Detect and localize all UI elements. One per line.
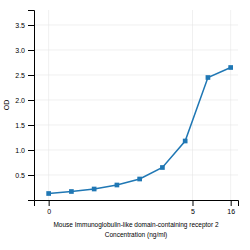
grid (34, 10, 238, 200)
y-tick: 1.5 (15, 122, 34, 129)
y-tick-label: 2.5 (15, 72, 25, 79)
y-axis-title: OD (3, 100, 10, 111)
y-tick: 3.0 (15, 47, 34, 54)
y-tick-label: 3.5 (15, 22, 25, 29)
grid-line-x (230, 10, 231, 200)
point (206, 75, 211, 80)
y-tick: 0.5 (15, 172, 34, 179)
y-tick-mark (28, 75, 34, 76)
y-tick-label: 0.5 (15, 172, 25, 179)
x-axis-line (35, 201, 239, 207)
grid-line-y (34, 100, 238, 101)
point (160, 165, 165, 170)
marks (46, 65, 233, 196)
x-tick-mark (49, 200, 50, 206)
x-axis: 0 5 16 (35, 200, 239, 215)
y-tick: 2.0 (15, 97, 34, 104)
x-tick-label: 0 (47, 208, 51, 215)
point (115, 183, 120, 188)
y-tick: 1.0 (15, 147, 34, 154)
x-axis-title: Mouse Immunoglobulin-like domain-contain… (53, 221, 219, 229)
x-tick-label: 16 (227, 208, 235, 215)
y-tick-mark (28, 125, 34, 126)
y-tick-mark (28, 150, 34, 151)
point (137, 177, 142, 182)
y-tick-label: 3.0 (15, 47, 25, 54)
y-tick-mark (28, 25, 34, 26)
line (49, 68, 231, 194)
chart: 0 5 16 0.5 1.0 1.5 2.0 2.5 3.0 3.5 Mouse Immunoglo… (0, 0, 250, 250)
x-tick-label: 5 (191, 208, 195, 215)
point (183, 139, 188, 144)
x-tick-mark (192, 200, 193, 206)
grid-line-y (34, 150, 238, 151)
y-tick: 3.5 (15, 22, 34, 29)
point (228, 65, 233, 70)
x-tick: 5 (191, 200, 195, 215)
y-tick-label: 1.5 (15, 122, 25, 129)
y-tick-label: 1.0 (15, 147, 25, 154)
grid-line-x (48, 10, 49, 200)
y-tick: 2.5 (15, 72, 34, 79)
y-axis: 0.5 1.0 1.5 2.0 2.5 3.0 3.5 (15, 11, 34, 201)
x-tick: 16 (227, 200, 235, 215)
plot: 0 5 16 0.5 1.0 1.5 2.0 2.5 3.0 3.5 (15, 10, 238, 215)
point (92, 187, 97, 192)
point (69, 189, 74, 194)
x-tick: 0 (47, 200, 51, 215)
y-axis-line (28, 11, 35, 201)
point (46, 191, 51, 196)
y-tick-mark (28, 50, 34, 51)
y-tick-mark (28, 175, 34, 176)
grid-line-y (34, 175, 238, 176)
grid-line-y (34, 125, 238, 126)
grid-line-y (34, 50, 238, 51)
x-axis-title: Concentration (ng/ml) (105, 231, 168, 239)
grid-line-y (34, 25, 238, 26)
grid-line-x (192, 10, 193, 200)
y-tick-mark (28, 100, 34, 101)
y-tick-label: 2.0 (15, 97, 25, 104)
x-tick-mark (231, 200, 232, 206)
